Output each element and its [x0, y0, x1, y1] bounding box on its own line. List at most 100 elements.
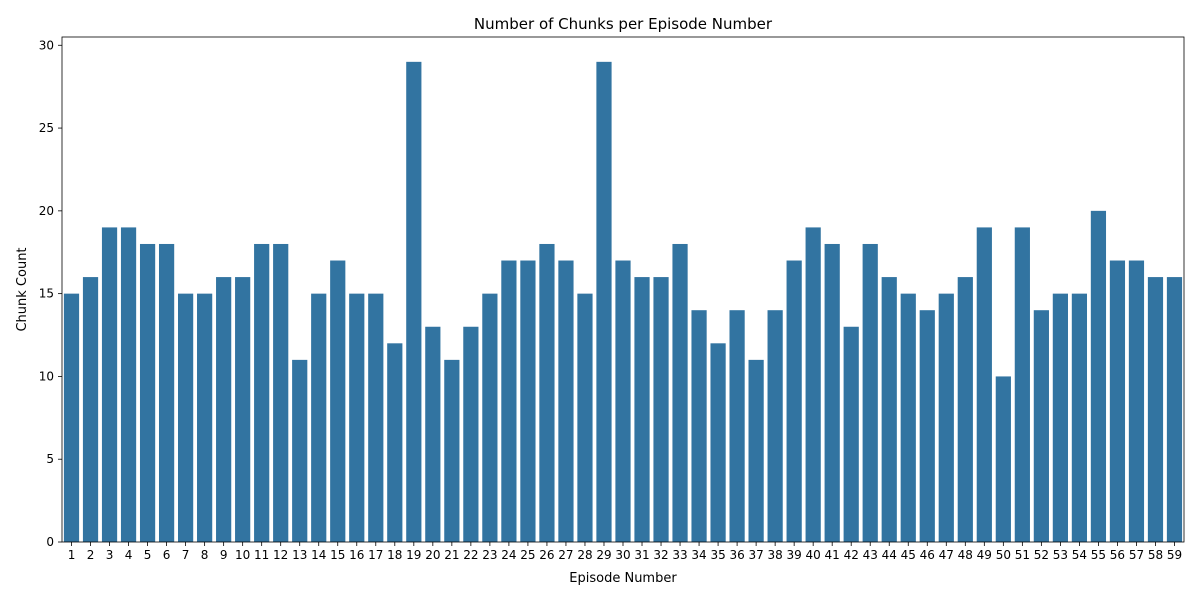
x-tick-label: 2: [87, 548, 95, 562]
bar-episode-13: [292, 359, 308, 542]
bar-episode-36: [729, 310, 745, 542]
x-tick-label: 31: [634, 548, 649, 562]
x-tick-label: 57: [1129, 548, 1144, 562]
bar-episode-40: [805, 227, 821, 542]
bar-episode-18: [387, 343, 403, 542]
bar-episode-44: [881, 277, 897, 542]
x-tick-label: 19: [406, 548, 421, 562]
bar-episode-29: [596, 61, 612, 543]
x-tick-label: 52: [1034, 548, 1049, 562]
bar-episode-33: [672, 243, 688, 542]
x-tick-label: 59: [1167, 548, 1182, 562]
bar-episode-24: [501, 260, 517, 542]
bar-episode-16: [349, 293, 365, 542]
bar-episode-41: [824, 243, 840, 542]
bar-episode-30: [615, 260, 631, 542]
x-tick-label: 46: [920, 548, 935, 562]
bar-episode-1: [63, 293, 80, 542]
bar-episode-21: [444, 359, 460, 542]
bar-episode-47: [938, 293, 954, 542]
bar-episode-35: [710, 343, 726, 542]
x-tick-label: 41: [825, 548, 840, 562]
x-tick-label: 34: [691, 548, 706, 562]
x-tick-label: 37: [748, 548, 763, 562]
x-tick-label: 26: [539, 548, 554, 562]
bar-episode-46: [919, 310, 935, 542]
x-tick-label: 11: [254, 548, 269, 562]
bar-episode-45: [900, 293, 916, 542]
x-tick-label: 24: [501, 548, 516, 562]
bar-episode-54: [1071, 293, 1088, 542]
x-tick-label: 56: [1110, 548, 1125, 562]
x-tick-label: 32: [653, 548, 668, 562]
x-tick-label: 28: [577, 548, 592, 562]
bar-episode-39: [786, 260, 802, 542]
bar-episode-8: [197, 293, 213, 542]
x-tick-label: 30: [615, 548, 630, 562]
plot-frame: [61, 36, 1185, 543]
bar-episode-31: [634, 277, 650, 542]
bar-episode-58: [1147, 277, 1164, 542]
y-axis-label: Chunk Count: [15, 247, 30, 331]
x-tick-label: 29: [596, 548, 611, 562]
x-tick-label: 1: [68, 548, 76, 562]
x-tick-label: 17: [368, 548, 383, 562]
x-tick-label: 48: [958, 548, 973, 562]
x-tick-label: 14: [311, 548, 326, 562]
x-tick-label: 22: [463, 548, 478, 562]
x-tick-label: 8: [201, 548, 209, 562]
y-tick-label: 15: [39, 287, 54, 301]
bars-group: [63, 61, 1183, 543]
x-tick-label: 23: [482, 548, 497, 562]
bar-episode-42: [843, 326, 859, 542]
bar-episode-20: [425, 326, 441, 542]
x-tick-label: 50: [996, 548, 1011, 562]
bar-episode-15: [330, 260, 346, 542]
x-tick-label: 54: [1072, 548, 1087, 562]
x-tick-label: 39: [787, 548, 802, 562]
x-tick-label: 35: [710, 548, 725, 562]
x-tick-label: 20: [425, 548, 440, 562]
bar-episode-7: [178, 293, 194, 542]
x-tick-label: 43: [863, 548, 878, 562]
bar-episode-5: [139, 243, 156, 542]
x-tick-label: 21: [444, 548, 459, 562]
bar-episode-53: [1052, 293, 1068, 542]
x-tick-label: 51: [1015, 548, 1030, 562]
x-tick-label: 10: [235, 548, 250, 562]
bar-episode-49: [976, 227, 992, 542]
bar-episode-14: [311, 293, 327, 542]
y-tick-label: 20: [39, 204, 54, 218]
x-axis-ticks: 1 2 3 4 5 6 7 8 9 10 11 12 13 14 15 16 17 18 19 20 21 22 23 24 2…: [68, 542, 1182, 562]
x-tick-label: 36: [729, 548, 744, 562]
bar-episode-51: [1014, 227, 1030, 542]
x-tick-label: 45: [901, 548, 916, 562]
bar-episode-27: [558, 260, 574, 542]
y-tick-label: 0: [46, 535, 54, 549]
x-tick-label: 3: [106, 548, 114, 562]
bar-episode-28: [577, 293, 593, 542]
x-tick-label: 6: [163, 548, 171, 562]
bar-episode-10: [235, 277, 251, 542]
x-axis-label: Episode Number: [569, 571, 677, 586]
x-tick-label: 33: [672, 548, 687, 562]
x-tick-label: 4: [125, 548, 133, 562]
bar-episode-48: [957, 277, 973, 542]
bar-episode-3: [101, 227, 118, 542]
x-tick-label: 7: [182, 548, 190, 562]
y-tick-label: 25: [39, 121, 54, 135]
bar-episode-2: [82, 277, 99, 542]
bar-episode-52: [1033, 310, 1049, 542]
x-tick-label: 18: [387, 548, 402, 562]
y-tick-label: 10: [39, 369, 54, 383]
bar-episode-11: [254, 243, 270, 542]
bar-episode-59: [1166, 277, 1183, 542]
x-tick-label: 27: [558, 548, 573, 562]
bar-episode-12: [273, 243, 289, 542]
bar-episode-34: [691, 310, 707, 542]
chart-title: Number of Chunks per Episode Number: [474, 15, 773, 33]
x-tick-label: 53: [1053, 548, 1068, 562]
bar-episode-6: [158, 243, 175, 542]
bar-episode-55: [1090, 210, 1107, 542]
